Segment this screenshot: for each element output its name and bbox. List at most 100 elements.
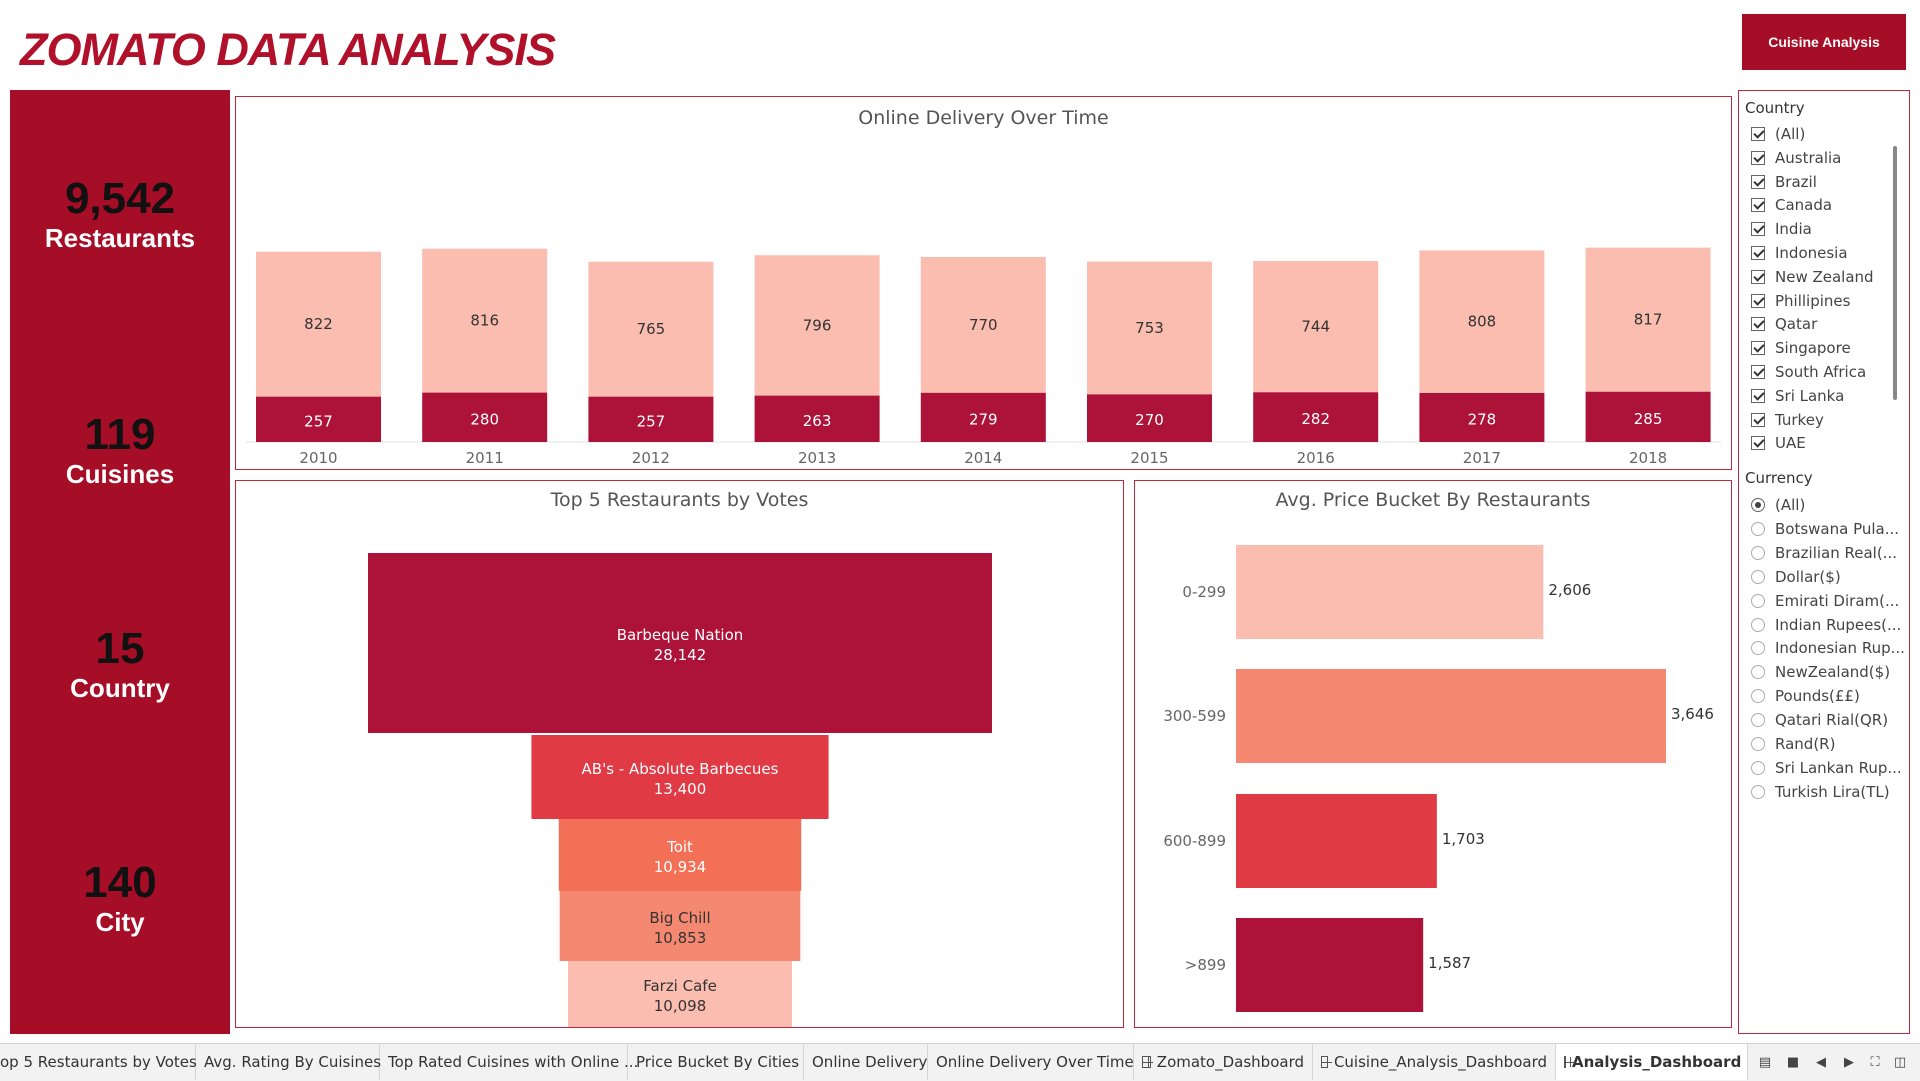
checkbox-checked-icon[interactable]: [1751, 269, 1765, 284]
bar-segment-non-delivery[interactable]: [754, 255, 880, 396]
fullscreen-icon[interactable]: ⛶: [1870, 1054, 1880, 1070]
radio-selected-icon[interactable]: [1751, 498, 1765, 512]
price-bar[interactable]: [1236, 545, 1544, 639]
currency-filter-item[interactable]: Qatari Rial(QR): [1751, 709, 1888, 731]
funnel-bar[interactable]: [568, 961, 792, 1027]
radio-unselected-icon[interactable]: [1751, 521, 1765, 536]
radio-unselected-icon[interactable]: [1751, 569, 1765, 584]
sheet-tab[interactable]: Top Rated Cuisines with Online ...: [380, 1044, 638, 1080]
country-filter-item[interactable]: India: [1751, 218, 1812, 240]
radio-unselected-icon[interactable]: [1751, 760, 1765, 775]
checkbox-checked-icon[interactable]: [1751, 246, 1765, 260]
bar-segment-online-delivery[interactable]: [256, 396, 381, 442]
bar-segment-non-delivery[interactable]: [588, 261, 714, 397]
currency-filter-item[interactable]: Emirati Diram(...: [1751, 590, 1899, 612]
price-bar[interactable]: [1236, 794, 1437, 888]
funnel-bar[interactable]: [531, 735, 829, 819]
radio-unselected-icon[interactable]: [1751, 617, 1765, 632]
country-filter-item[interactable]: Indonesia: [1751, 242, 1848, 264]
country-filter-item[interactable]: Sri Lanka: [1751, 385, 1844, 407]
checkbox-checked-icon[interactable]: [1751, 388, 1765, 403]
radio-unselected-icon[interactable]: [1751, 665, 1765, 680]
country-filter-item[interactable]: Singapore: [1751, 337, 1851, 359]
checkbox-checked-icon[interactable]: [1751, 317, 1765, 332]
sheet-tab[interactable]: Analysis_Dashboard: [1556, 1044, 1748, 1080]
bar-segment-non-delivery[interactable]: [1087, 261, 1212, 395]
filter-scrollbar[interactable]: [1893, 146, 1897, 400]
price-bar[interactable]: [1236, 669, 1666, 763]
price-bucket-chart[interactable]: Avg. Price Bucket By Restaurants 0-299 2,…: [1134, 480, 1732, 1028]
bar-segment-non-delivery[interactable]: [422, 248, 548, 393]
radio-unselected-icon[interactable]: [1751, 641, 1765, 656]
currency-filter-item[interactable]: Pounds(££): [1751, 685, 1860, 707]
price-bar[interactable]: [1236, 918, 1424, 1012]
country-filter-item[interactable]: (All): [1751, 123, 1805, 145]
checkbox-checked-icon[interactable]: [1751, 412, 1765, 427]
country-filter-item[interactable]: Phillipines: [1751, 290, 1850, 312]
online-delivery-over-time-chart[interactable]: Online Delivery Over Time 822 257 2010 816 2…: [235, 96, 1732, 470]
bar-segment-non-delivery[interactable]: [256, 251, 381, 397]
bar-segment-non-delivery[interactable]: [920, 256, 1046, 393]
sheet-tab[interactable]: Price Bucket By Cities: [628, 1044, 804, 1080]
radio-unselected-icon[interactable]: [1751, 689, 1765, 704]
bar-segment-online-delivery[interactable]: [422, 392, 548, 442]
checkbox-checked-icon[interactable]: [1751, 365, 1765, 379]
delivery-bar-chart[interactable]: 822 257 2010 816 280 2011 765 257 2012 796 263 2013…: [236, 97, 1731, 469]
filmstrip-view-icon[interactable]: ▤: [1758, 1054, 1772, 1070]
sheet-tab[interactable]: Zomato_Dashboard: [1134, 1044, 1313, 1080]
country-filter-item[interactable]: Australia: [1751, 147, 1841, 169]
presentation-icon[interactable]: ◫: [1893, 1054, 1907, 1070]
currency-filter-item[interactable]: Botswana Pula...: [1751, 518, 1899, 540]
checkbox-checked-icon[interactable]: [1751, 293, 1765, 308]
radio-unselected-icon[interactable]: [1751, 593, 1765, 608]
bar-segment-non-delivery[interactable]: [1585, 247, 1711, 392]
funnel-bar[interactable]: [558, 819, 802, 891]
bar-segment-online-delivery[interactable]: [1585, 391, 1711, 442]
price-bar-chart[interactable]: 0-299 2,606 300-599 3,646 600-899 1,703 >899 1,…: [1135, 481, 1731, 1027]
next-tab-icon[interactable]: ▶: [1844, 1054, 1854, 1070]
previous-tab-icon[interactable]: ◀: [1816, 1054, 1826, 1070]
bar-segment-online-delivery[interactable]: [920, 392, 1046, 442]
funnel-bar[interactable]: [559, 891, 801, 961]
bar-segment-online-delivery[interactable]: [1419, 392, 1545, 442]
checkbox-checked-icon[interactable]: [1751, 150, 1765, 165]
checkbox-checked-icon[interactable]: [1751, 198, 1765, 213]
cuisine-analysis-button[interactable]: Cuisine Analysis: [1742, 14, 1906, 70]
tab-view-icon[interactable]: ■: [1786, 1054, 1800, 1070]
sheet-tab[interactable]: op 5 Restaurants by Votes: [0, 1044, 197, 1080]
bar-segment-online-delivery[interactable]: [1253, 392, 1379, 442]
currency-filter-item[interactable]: Indian Rupees(...: [1751, 614, 1901, 636]
sheet-tab[interactable]: Online Delivery: [804, 1044, 928, 1080]
checkbox-checked-icon[interactable]: [1751, 222, 1765, 237]
currency-filter-item[interactable]: Dollar($): [1751, 566, 1841, 588]
checkbox-checked-icon[interactable]: [1751, 127, 1765, 141]
bar-segment-online-delivery[interactable]: [754, 395, 880, 442]
checkbox-checked-icon[interactable]: [1751, 341, 1765, 356]
currency-filter-item[interactable]: Sri Lankan Rup...: [1751, 757, 1902, 779]
currency-filter-item[interactable]: NewZealand($): [1751, 661, 1890, 683]
country-filter-item[interactable]: Canada: [1751, 194, 1832, 216]
country-filter-item[interactable]: Brazil: [1751, 171, 1817, 193]
checkbox-checked-icon[interactable]: [1751, 436, 1765, 451]
country-filter-item[interactable]: South Africa: [1751, 361, 1866, 383]
currency-filter-item[interactable]: (All): [1751, 494, 1805, 516]
bar-segment-non-delivery[interactable]: [1253, 261, 1379, 393]
radio-unselected-icon[interactable]: [1751, 737, 1765, 751]
radio-unselected-icon[interactable]: [1751, 784, 1765, 799]
currency-filter-item[interactable]: Brazilian Real(...: [1751, 542, 1897, 564]
country-filter-item[interactable]: UAE: [1751, 432, 1806, 454]
currency-filter-item[interactable]: Turkish Lira(TL): [1751, 781, 1890, 803]
bar-segment-non-delivery[interactable]: [1419, 250, 1545, 393]
country-filter-item[interactable]: Turkey: [1751, 409, 1824, 431]
top-5-restaurants-chart[interactable]: Top 5 Restaurants by Votes Barbeque Nati…: [235, 480, 1124, 1028]
currency-filter-item[interactable]: Indonesian Rup...: [1751, 637, 1905, 659]
sheet-tab[interactable]: Online Delivery Over Time: [928, 1044, 1134, 1080]
currency-filter-item[interactable]: Rand(R): [1751, 733, 1835, 755]
votes-funnel-chart[interactable]: Barbeque Nation 28,142 AB's - Absolute Bar…: [236, 481, 1123, 1027]
checkbox-checked-icon[interactable]: [1751, 174, 1765, 189]
sheet-tab[interactable]: Cuisine_Analysis_Dashboard: [1313, 1044, 1556, 1080]
bar-segment-online-delivery[interactable]: [588, 396, 714, 442]
funnel-bar[interactable]: [368, 553, 992, 733]
bar-segment-online-delivery[interactable]: [1087, 394, 1212, 442]
radio-unselected-icon[interactable]: [1751, 713, 1765, 728]
